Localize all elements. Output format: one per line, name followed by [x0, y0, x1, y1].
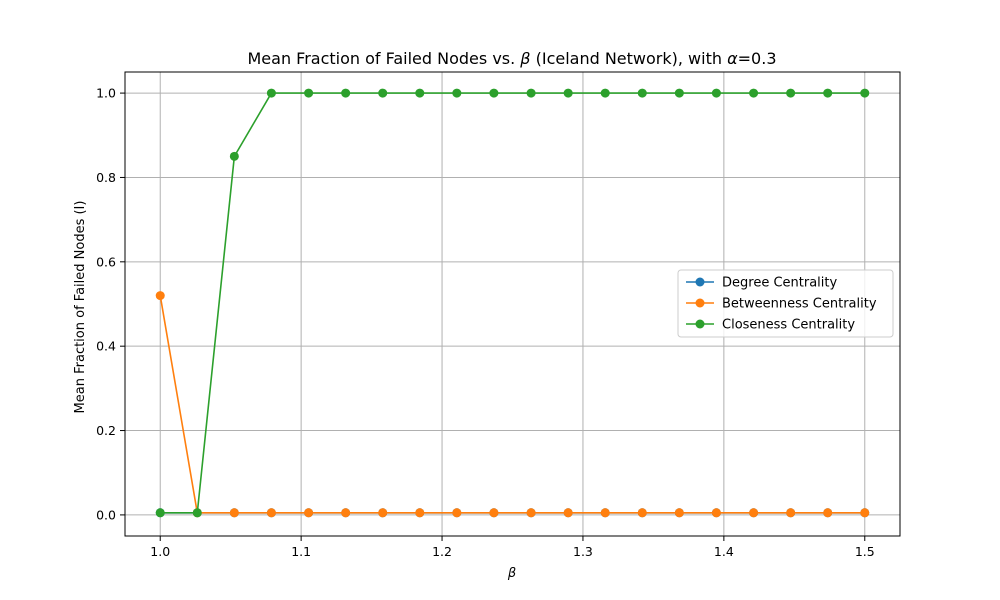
- data-point: [637, 88, 647, 98]
- legend-swatch-marker: [695, 298, 705, 308]
- series-3: [155, 88, 870, 518]
- y-tick-label: 0.0: [96, 507, 116, 522]
- plot-frame: [124, 71, 901, 537]
- x-tick-label: 1.3: [573, 544, 593, 559]
- x-tick-label: 1.5: [855, 544, 875, 559]
- series-line: [160, 92, 865, 514]
- series-line: [159, 295, 865, 514]
- data-point: [415, 508, 425, 518]
- data-point: [823, 88, 833, 98]
- data-point: [749, 88, 759, 98]
- data-point: [266, 508, 276, 518]
- chart-title-part-2: (Iceland Network), with: [531, 49, 728, 68]
- x-tick-label: 1.4: [714, 544, 734, 559]
- data-point: [749, 508, 759, 518]
- x-tick-label: 1.2: [432, 544, 452, 559]
- data-point: [711, 88, 721, 98]
- x-tick-label: 1.1: [291, 544, 311, 559]
- legend-swatch-marker: [695, 319, 705, 329]
- data-point: [378, 508, 388, 518]
- data-point: [266, 88, 276, 98]
- legend-item: Degree Centrality: [686, 276, 837, 291]
- data-point: [526, 508, 536, 518]
- chart-title-alpha: α: [727, 49, 738, 68]
- grid: [125, 72, 900, 536]
- data-point: [229, 508, 239, 518]
- data-point: [304, 508, 314, 518]
- legend: Degree Centrality Betweenness Centrality C…: [677, 269, 894, 338]
- data-point: [452, 88, 462, 98]
- data-point: [192, 508, 202, 518]
- data-point: [786, 508, 796, 518]
- data-point: [823, 508, 833, 518]
- data-point: [563, 508, 573, 518]
- data-point: [155, 291, 165, 301]
- data-point: [341, 88, 351, 98]
- data-point: [304, 88, 314, 98]
- data-point: [674, 508, 684, 518]
- data-point: [489, 508, 499, 518]
- chart-title-beta: β: [519, 49, 530, 68]
- legend-label: Degree Centrality: [722, 276, 837, 291]
- data-point: [415, 88, 425, 98]
- data-point: [786, 88, 796, 98]
- chart-title-part-1: Mean Fraction of Failed Nodes vs.: [247, 49, 520, 68]
- x-axis-label: β: [507, 566, 516, 581]
- y-tick-label: 0.2: [96, 423, 116, 438]
- data-point: [563, 88, 573, 98]
- legend-box: [677, 269, 894, 338]
- y-axis-label: Mean Fraction of Failed Nodes (I): [73, 201, 88, 414]
- legend-item: Betweenness Centrality: [686, 297, 877, 312]
- data-point: [860, 88, 870, 98]
- data-point: [860, 508, 870, 518]
- legend-swatch-marker: [695, 277, 705, 287]
- chart-title: Mean Fraction of Failed Nodes vs. β (Ice…: [247, 49, 776, 68]
- data-point: [155, 508, 165, 518]
- x-tick-label: 1.0: [150, 544, 170, 559]
- data-point: [378, 88, 388, 98]
- y-tick-label: 0.4: [96, 339, 116, 354]
- y-tick-label: 0.6: [96, 254, 116, 269]
- y-tick-label: 1.0: [96, 86, 116, 101]
- y-tick-label: 0.8: [96, 170, 116, 185]
- data-point: [341, 508, 351, 518]
- plot-series: [155, 88, 870, 518]
- chart-title-part-3: =0.3: [738, 49, 777, 68]
- data-point: [489, 88, 499, 98]
- data-point: [452, 508, 462, 518]
- data-point: [711, 508, 721, 518]
- axis-ticks: 1.0 1.1 1.2 1.3 1.4 1.5 0.0 0.2 0.4 0.6 0.8 1.0: [96, 86, 875, 559]
- data-point: [229, 151, 239, 161]
- data-point: [600, 88, 610, 98]
- data-point: [674, 88, 684, 98]
- legend-label: Closeness Centrality: [722, 318, 855, 333]
- legend-label: Betweenness Centrality: [722, 297, 877, 312]
- data-point: [637, 508, 647, 518]
- data-point: [600, 508, 610, 518]
- legend-item: Closeness Centrality: [686, 318, 855, 333]
- data-point: [526, 88, 536, 98]
